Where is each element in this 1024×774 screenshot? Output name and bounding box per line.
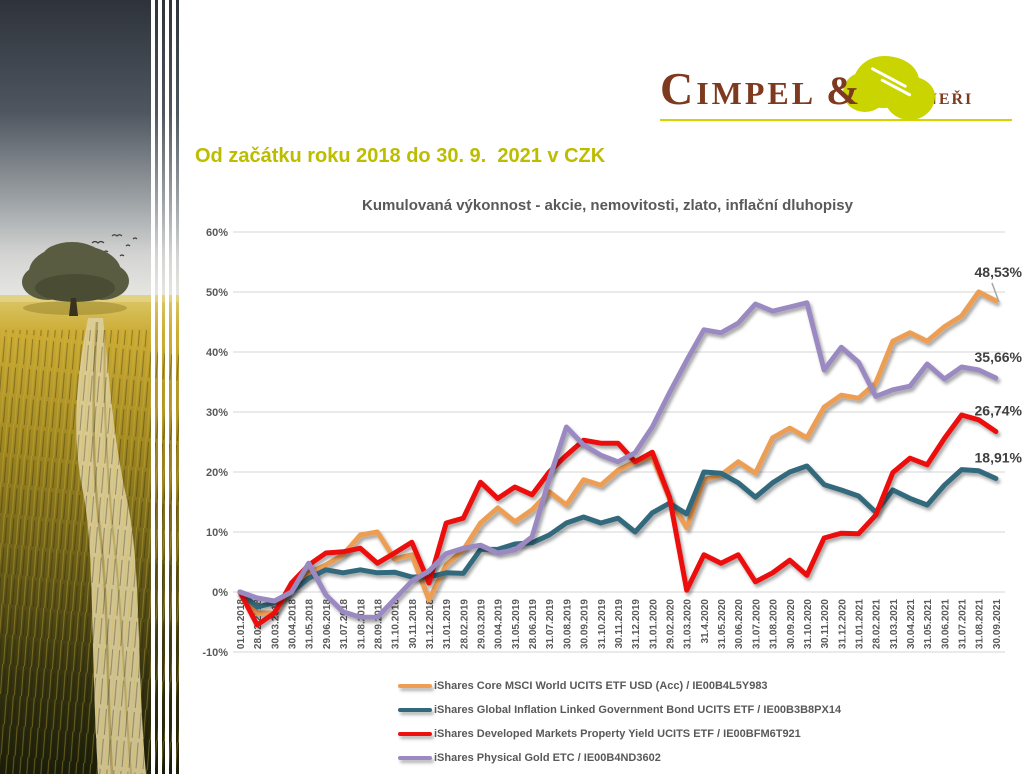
x-axis-tick-label: 28.09.2018 (373, 599, 384, 649)
x-axis-tick-label: 31.03.2021 (889, 599, 900, 649)
y-axis-tick-label: 20% (206, 467, 228, 479)
x-axis-tick-label: 30.06.2020 (734, 599, 745, 649)
x-axis-tick-label: 31.07.2018 (339, 599, 350, 649)
x-axis-tick-label: 31.01.2021 (854, 599, 865, 649)
x-axis-tick-label: 30.04.2018 (288, 599, 299, 649)
y-axis-tick-label: -10% (202, 647, 228, 659)
series-end-label: 18,91% (975, 450, 1023, 466)
photo-stripe-gap (157, 0, 162, 774)
x-axis-tick-label: 30.09.2019 (580, 599, 591, 649)
grass-texture (0, 330, 179, 774)
x-axis-tick-label: 31.07.2020 (751, 599, 762, 649)
series-end-label: 35,66% (975, 349, 1023, 365)
x-axis-tick-label: 31.10.2018 (391, 599, 402, 649)
x-axis-tick-label: 29.03.2019 (477, 599, 488, 649)
x-axis-tick-label: 31.03.2020 (683, 599, 694, 649)
x-axis-tick-label: 31.08.2021 (975, 599, 986, 649)
y-axis-tick-label: 30% (206, 407, 228, 419)
logo-tree-icon (843, 54, 937, 126)
legend-label: iShares Core MSCI World UCITS ETF USD (A… (434, 680, 768, 692)
series-end-label: 48,53% (975, 264, 1023, 280)
slide-heading: Od začátku roku 2018 do 30. 9. 2021 v CZ… (195, 145, 606, 167)
x-axis-tick-label: 31.08.2020 (769, 599, 780, 649)
logo-underline (660, 119, 1012, 121)
x-axis-tick-label: 01.01.2018 (236, 599, 247, 649)
legend-label: iShares Global Inflation Linked Governme… (434, 704, 842, 716)
logo-ampersand-icon: & (826, 68, 860, 113)
x-axis-tick-label: 31.01.2020 (648, 599, 659, 649)
y-axis-tick-label: 0% (212, 587, 228, 599)
x-axis-tick-label: 31.07.2019 (545, 599, 556, 649)
chart-title: Kumulovaná výkonnost - akcie, nemovitost… (362, 197, 853, 214)
legend-swatch (398, 707, 432, 713)
x-axis-tick-label: 29.06.2018 (322, 599, 333, 649)
y-axis-tick-label: 10% (206, 527, 228, 539)
x-axis-tick-label: 31.05.2019 (511, 599, 522, 649)
x-axis-tick-label: 31.05.2018 (305, 599, 316, 649)
legend-item: iShares Developed Markets Property Yield… (398, 722, 841, 746)
x-axis-tick-label: 31.4.2020 (700, 599, 711, 644)
x-axis-tick-label: 31.05.2020 (717, 599, 728, 649)
x-axis-tick-label: 31.12.2020 (837, 599, 848, 649)
x-axis-tick-label: 30.11.2019 (614, 599, 625, 649)
x-axis-tick-label: 31.01.2019 (442, 599, 453, 649)
x-axis-tick-label: 29.02.2020 (666, 599, 677, 649)
x-axis-tick-label: 31.10.2019 (597, 599, 608, 649)
y-axis-tick-label: 50% (206, 287, 228, 299)
x-axis-tick-label: 30.09.2021 (992, 599, 1003, 649)
x-axis-tick-label: 30.03.2018 (270, 599, 281, 649)
x-axis-tick-label: 31.08.2018 (356, 599, 367, 649)
y-axis-tick-label: 40% (206, 347, 228, 359)
photo-stripe-gap (164, 0, 169, 774)
landscape-photo (0, 0, 179, 774)
x-axis-tick-label: 31.07.2021 (958, 599, 969, 649)
legend-swatch (398, 683, 432, 689)
series-line-1 (237, 289, 999, 616)
legend-item: iShares Physical Gold ETC / IE00B4ND3602 (398, 746, 841, 770)
photo-stripe-gap (171, 0, 176, 774)
chart-legend: iShares Core MSCI World UCITS ETF USD (A… (398, 674, 841, 770)
photo-stripe-gap (150, 0, 155, 774)
performance-line-chart: 60% 50% 40% 30% 20% 10% 0% -10% 01.01.2018 28.02.… (202, 227, 1023, 659)
x-axis-tick-label: 30.06.2021 (940, 599, 951, 649)
x-axis-tick-label: 31.05.2021 (923, 599, 934, 649)
x-axis-tick-label: 30.11.2018 (408, 599, 419, 649)
legend-swatch (398, 755, 432, 761)
series-end-label: 26,74% (975, 403, 1023, 419)
x-axis-tick-label: 30.04.2019 (494, 599, 505, 649)
x-axis-tick-label: 31.12.2019 (631, 599, 642, 649)
legend-label: iShares Developed Markets Property Yield… (434, 728, 801, 740)
x-axis-tick-label: 30.11.2020 (820, 599, 831, 649)
series-line-3 (237, 412, 999, 628)
x-axis-tick-label: 30.04.2021 (906, 599, 917, 649)
x-axis-tick-label: 28.06.2019 (528, 599, 539, 649)
x-axis-tick-label: 28.02.2021 (872, 599, 883, 649)
y-axis-tick-label: 60% (206, 227, 228, 239)
series-line-2 (237, 463, 999, 610)
series-line-4 (237, 300, 999, 620)
legend-label: iShares Physical Gold ETC / IE00B4ND3602 (434, 752, 661, 764)
logo-brand-name: Cimpel (660, 63, 817, 114)
x-axis-tick-label: 30.08.2019 (562, 599, 573, 649)
label-leader-line (991, 282, 1000, 303)
x-axis-tick-label: 31.10.2020 (803, 599, 814, 649)
x-axis-tick-label: 31.12.2018 (425, 599, 436, 649)
legend-item: iShares Global Inflation Linked Governme… (398, 698, 841, 722)
tree-icon (22, 242, 129, 316)
x-axis-tick-label: 28.02.2019 (459, 599, 470, 649)
legend-swatch (398, 731, 432, 737)
company-logo: Cimpel & partneři (660, 56, 1012, 121)
legend-item: iShares Core MSCI World UCITS ETF USD (A… (398, 674, 841, 698)
x-axis-tick-label: 30.09.2020 (786, 599, 797, 649)
